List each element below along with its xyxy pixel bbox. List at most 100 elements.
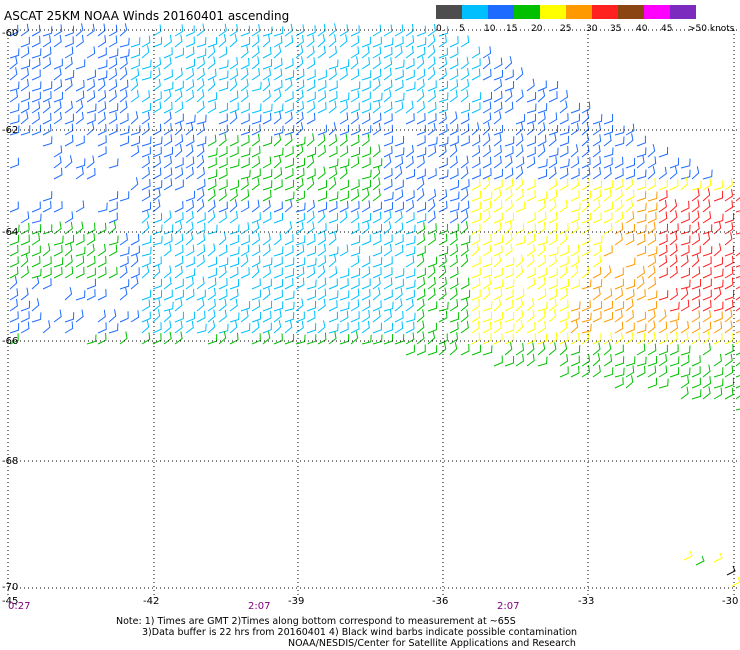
wind-barb [449,144,458,158]
wind-barb [548,222,558,235]
wind-barb [482,333,492,345]
wind-barb [372,158,383,169]
wind-barb [273,267,283,279]
wind-barb [669,243,678,257]
wind-barb [372,24,382,37]
wind-barb [262,232,271,246]
wind-barb [427,301,438,312]
wind-barb [691,299,701,312]
wind-barb [174,320,183,334]
wind-barb [471,46,481,59]
wind-barb [64,312,75,323]
legend-swatch-5 [566,5,592,19]
wind-barb [471,156,481,169]
wind-barb [702,211,712,224]
wind-barb [504,167,514,180]
wind-barb [130,233,140,246]
wind-barb [108,112,118,125]
wind-barb [680,345,691,356]
wind-barb [394,156,404,169]
wind-barb [383,267,393,279]
wind-barb [97,332,107,345]
wind-barb [625,211,635,224]
wind-barb [537,144,546,158]
wind-barb [119,256,129,268]
wind-barb [460,112,470,125]
wind-barb [229,246,240,257]
wind-barb [185,36,195,48]
wind-barb [53,257,64,268]
wind-barb [317,179,328,191]
wind-barb [603,288,613,301]
wind-barb [317,223,327,235]
legend-swatch-7 [618,5,644,19]
map-plot-area: -60 -62 -64 -66 -68 -70 -45 -42 -39 -36 … [2,23,740,612]
wind-barb [306,257,317,268]
wind-barb [636,169,647,180]
wind-barb [515,122,524,136]
wind-barb [306,57,316,70]
wind-barb [713,387,723,400]
wind-barb [262,112,272,125]
wind-barb [306,289,316,301]
wind-barb [438,342,447,356]
wind-barb [163,301,174,312]
wind-barb [636,224,647,235]
wind-barb [449,232,458,246]
wind-barb [702,169,713,180]
wind-barb [119,89,128,103]
wind-barb [119,113,129,125]
wind-barb [130,135,140,147]
wind-barb [350,189,360,202]
wind-barb [724,222,734,235]
wind-barb [427,345,438,356]
wind-barb [240,169,251,180]
wind-barb [361,234,371,246]
wind-barb [614,356,625,367]
wind-barb [482,257,493,268]
wind-barb [317,255,327,268]
wind-barb [548,267,558,279]
wind-barb [438,200,448,213]
wind-barb [284,301,295,312]
wind-barb [691,288,701,301]
wind-barb [64,211,74,224]
wind-barb [548,91,558,103]
wind-barb [416,201,427,213]
wind-barb [394,135,405,147]
wind-barb [614,301,625,312]
wind-barb [361,320,370,334]
wind-barb [119,100,128,114]
wind-barb [42,224,53,235]
wind-barb [284,69,295,81]
wind-barb [438,287,447,301]
wind-barb [317,69,327,81]
wind-barb [31,255,41,268]
wind-barb [229,102,239,114]
map-title: ASCAT 25KM NOAA Winds 20160401 ascending [4,9,289,23]
wind-barb [526,243,535,257]
wind-barb [339,92,350,103]
wind-barb [526,309,535,323]
wind-barb [31,101,41,114]
wind-barb [317,298,326,312]
wind-barb [317,144,326,158]
wind-barb [680,321,690,334]
wind-barb [383,46,393,59]
wind-barb [306,45,315,59]
wind-barb [9,114,20,125]
wind-barb [196,276,205,290]
wind-barb [559,366,569,378]
wind-barb [581,233,591,246]
wind-barb [680,212,690,224]
wind-barb [207,78,216,92]
wind-barb [394,101,404,114]
wind-barb [416,188,425,202]
wind-barb [636,147,647,158]
wind-barb [493,235,504,246]
wind-barb [669,199,678,213]
wind-barb [97,146,107,158]
wind-barb [251,255,261,268]
wind-barb [306,25,316,37]
wind-barb [141,102,152,114]
